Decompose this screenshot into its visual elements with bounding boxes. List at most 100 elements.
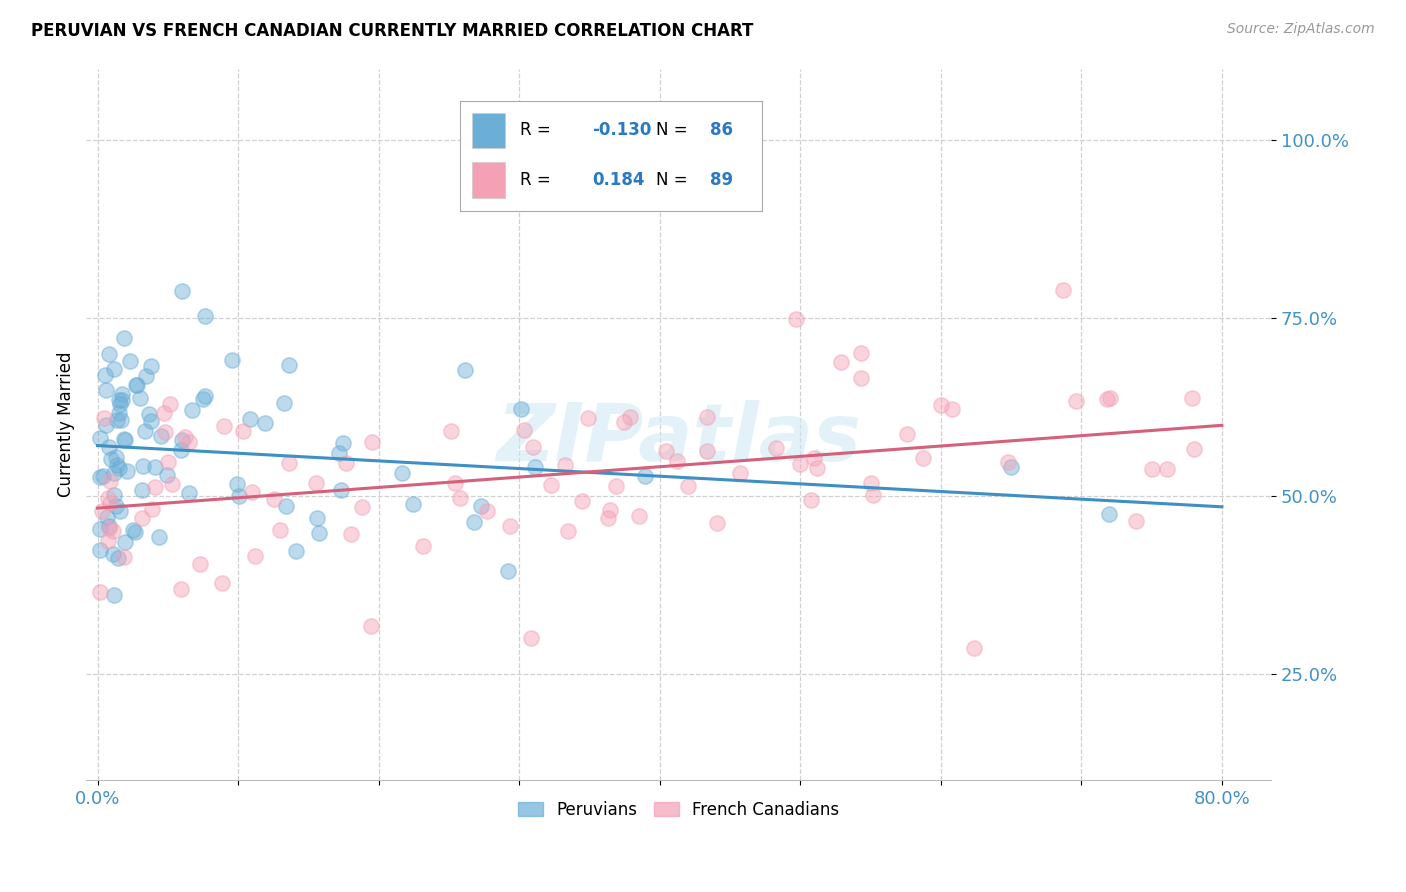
Point bbox=[1181, 391, 1204, 405]
Point bbox=[226, 476, 249, 491]
Point bbox=[156, 467, 179, 482]
Point bbox=[305, 476, 328, 491]
Point bbox=[851, 371, 873, 385]
Point bbox=[105, 500, 128, 514]
Point bbox=[627, 508, 650, 523]
Point bbox=[103, 362, 125, 376]
Point bbox=[803, 451, 825, 466]
Point bbox=[706, 516, 728, 530]
Point bbox=[477, 504, 499, 518]
Point bbox=[188, 558, 211, 572]
Point bbox=[212, 418, 235, 433]
Point bbox=[135, 369, 157, 384]
Point bbox=[278, 359, 301, 373]
Point bbox=[134, 424, 156, 438]
Point bbox=[127, 378, 149, 392]
Point bbox=[308, 526, 330, 541]
Point bbox=[1156, 462, 1178, 476]
Point bbox=[157, 455, 180, 469]
Point bbox=[108, 397, 131, 411]
Point bbox=[139, 359, 162, 373]
Point bbox=[862, 488, 884, 502]
Point bbox=[150, 429, 173, 443]
Point bbox=[557, 524, 579, 538]
Point bbox=[350, 500, 373, 514]
Point bbox=[830, 354, 852, 368]
Point bbox=[159, 397, 181, 411]
Point bbox=[170, 285, 193, 299]
Point bbox=[103, 588, 125, 602]
Point bbox=[174, 430, 197, 444]
Point bbox=[633, 469, 655, 483]
Point bbox=[110, 504, 132, 518]
Point bbox=[170, 443, 193, 458]
Point bbox=[339, 526, 361, 541]
Point bbox=[111, 393, 134, 408]
Point bbox=[93, 368, 115, 382]
Point bbox=[131, 483, 153, 497]
Point bbox=[153, 425, 176, 439]
Point bbox=[117, 464, 139, 478]
Point bbox=[194, 310, 217, 324]
Point bbox=[94, 417, 117, 432]
Point bbox=[94, 383, 117, 397]
Point bbox=[89, 470, 111, 484]
Point bbox=[89, 432, 111, 446]
Point bbox=[253, 417, 276, 431]
Point bbox=[619, 409, 641, 424]
Point bbox=[330, 483, 353, 498]
Point bbox=[170, 433, 193, 447]
Point bbox=[112, 331, 135, 345]
Point bbox=[98, 474, 121, 488]
Point bbox=[105, 450, 128, 465]
Point bbox=[599, 503, 621, 517]
Point bbox=[444, 476, 467, 491]
Point bbox=[307, 511, 329, 525]
Point bbox=[239, 412, 262, 426]
Point bbox=[1099, 392, 1122, 406]
Point bbox=[496, 564, 519, 578]
Point bbox=[1125, 515, 1147, 529]
Point bbox=[470, 499, 492, 513]
Point bbox=[655, 443, 678, 458]
Point bbox=[440, 425, 463, 439]
Point bbox=[97, 534, 120, 549]
Point bbox=[696, 410, 718, 425]
Point bbox=[1000, 459, 1022, 474]
Point bbox=[997, 455, 1019, 469]
Point bbox=[111, 387, 134, 401]
Point bbox=[849, 345, 872, 359]
Point bbox=[789, 457, 811, 471]
Point bbox=[328, 445, 350, 459]
Point bbox=[540, 478, 562, 492]
Point bbox=[678, 479, 700, 493]
Point bbox=[335, 456, 357, 470]
Point bbox=[112, 432, 135, 446]
Point bbox=[571, 494, 593, 508]
Point bbox=[596, 511, 619, 525]
Point bbox=[263, 492, 285, 507]
Point bbox=[141, 502, 163, 516]
Point bbox=[520, 631, 543, 645]
Point bbox=[170, 582, 193, 596]
Point bbox=[554, 458, 576, 472]
Point bbox=[97, 347, 120, 361]
Point bbox=[232, 424, 254, 438]
Point bbox=[941, 401, 963, 416]
Point bbox=[89, 542, 111, 557]
Point bbox=[696, 444, 718, 458]
Point bbox=[97, 491, 120, 505]
Point bbox=[523, 459, 546, 474]
Point bbox=[179, 486, 201, 500]
Point bbox=[108, 460, 131, 475]
Point bbox=[765, 442, 787, 456]
Point bbox=[125, 378, 148, 392]
Point bbox=[107, 406, 129, 420]
Point bbox=[114, 535, 136, 549]
Point bbox=[221, 353, 243, 368]
Point bbox=[97, 519, 120, 533]
Point bbox=[143, 460, 166, 475]
Point bbox=[103, 466, 125, 480]
Point bbox=[98, 440, 121, 454]
Point bbox=[332, 435, 354, 450]
